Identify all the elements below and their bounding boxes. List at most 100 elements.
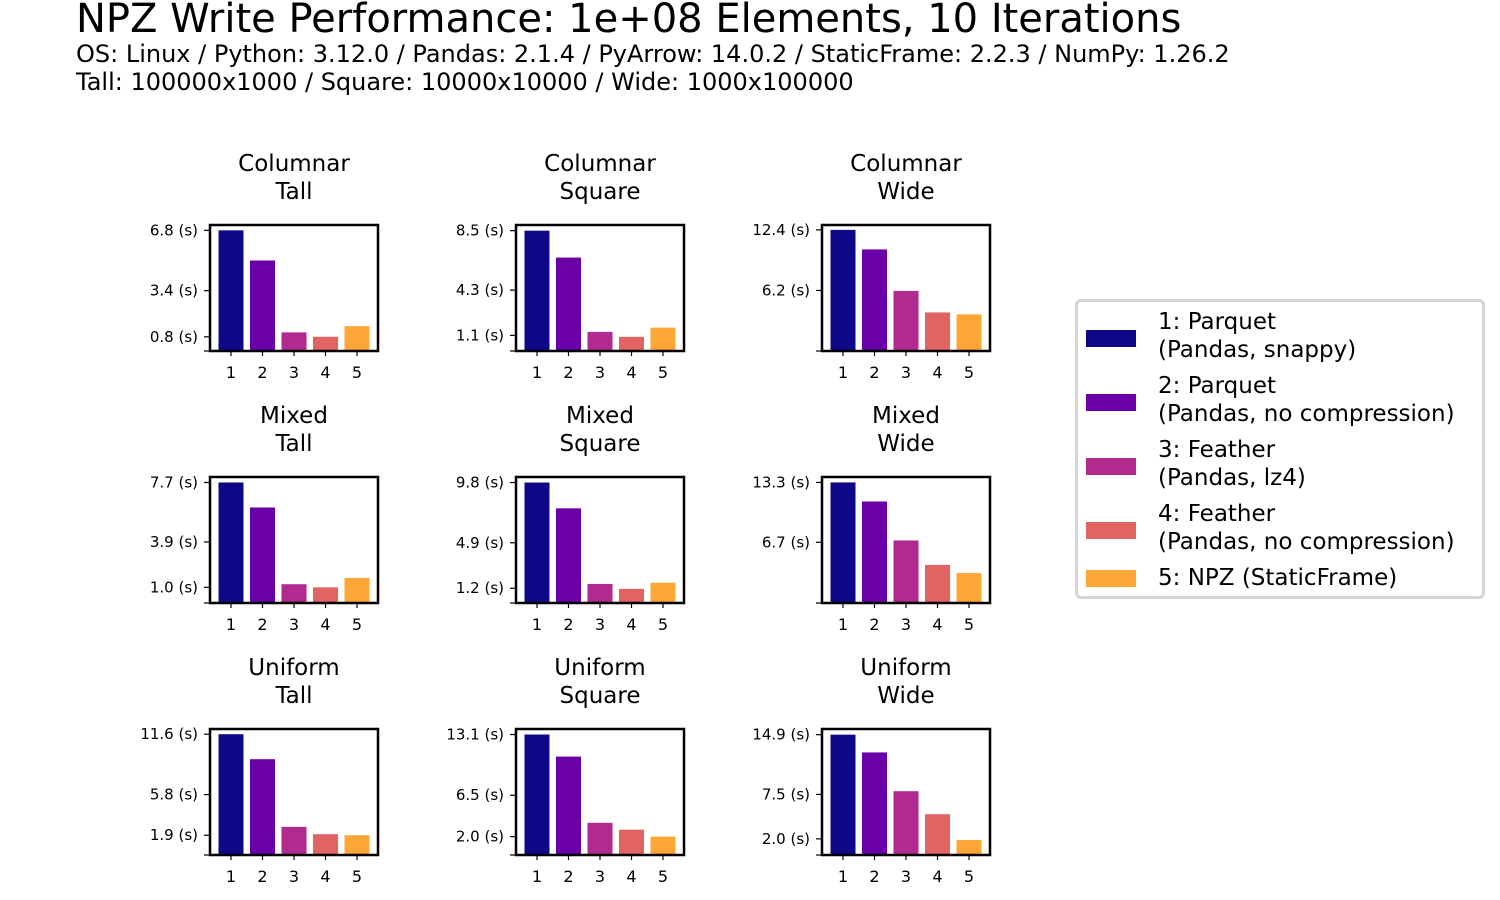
bar-1 [218,482,244,603]
subplot-title-category: Mixed [566,403,634,429]
bar-5 [344,835,370,855]
bar-4 [925,564,950,603]
subplot-title-shape: Tall [274,683,312,709]
x-tick-label: 1 [532,363,542,382]
bar-2 [862,752,887,855]
subplot-title-shape: Square [560,431,641,457]
y-tick-label: 4.9 (s) [456,534,504,552]
x-tick-label: 1 [226,615,236,634]
y-tick-label: 1.9 (s) [150,826,198,844]
subplot-title-category: Mixed [260,403,328,429]
x-tick-label: 4 [320,615,330,634]
bar-4 [313,834,338,855]
x-tick-label: 3 [595,867,605,886]
bar-2 [250,759,275,855]
y-tick-label: 1.1 (s) [456,326,504,344]
bar-4 [313,587,338,603]
x-tick-label: 4 [932,867,942,886]
x-tick-label: 5 [352,363,362,382]
x-tick-label: 3 [595,615,605,634]
y-tick-label: 6.7 (s) [762,533,810,551]
x-tick-label: 5 [964,363,974,382]
legend-swatch-1 [1086,330,1136,347]
plot-frame [514,727,686,857]
subplot-title-shape: Tall [274,431,312,457]
bar-2 [250,507,275,603]
x-tick-label: 4 [320,867,330,886]
y-tick-label: 12.4 (s) [752,221,810,239]
plot-frame [514,223,686,353]
bar-5 [956,314,982,351]
x-tick-label: 2 [563,615,573,634]
figure-subtitle-shapes: Tall: 100000x1000 / Square: 10000x10000 … [76,68,854,96]
y-tick-label: 3.4 (s) [150,282,198,300]
bar-5 [956,573,982,603]
x-tick-label: 4 [626,363,636,382]
y-tick-label: 13.1 (s) [446,726,504,744]
subplot-title-category: Columnar [544,151,656,177]
bar-5 [650,327,676,351]
bar-3 [281,826,307,855]
bar-1 [524,734,550,855]
bar-3 [893,290,919,351]
x-tick-label: 4 [626,867,636,886]
y-tick-label: 5.8 (s) [150,786,198,804]
y-tick-label: 3.9 (s) [150,533,198,551]
legend-swatch-4 [1086,522,1136,539]
bar-1 [218,734,244,855]
x-tick-label: 5 [352,615,362,634]
legend-swatch-3 [1086,458,1136,475]
bar-5 [650,582,676,603]
x-tick-label: 4 [932,363,942,382]
bar-5 [650,836,676,855]
bar-1 [830,229,856,351]
figure-subtitle-versions: OS: Linux / Python: 3.12.0 / Pandas: 2.1… [76,40,1230,68]
x-tick-label: 5 [964,615,974,634]
y-tick-label: 7.5 (s) [762,785,810,803]
x-tick-label: 5 [658,363,668,382]
bar-3 [893,540,919,603]
subplot-title-category: Mixed [872,403,940,429]
subplot-title-category: Columnar [850,151,962,177]
y-tick-label: 8.5 (s) [456,222,504,240]
legend-label-1: 1: Parquet (Pandas, snappy) [1158,309,1357,363]
bar-3 [587,331,613,351]
subplot-title-category: Uniform [554,655,645,681]
x-tick-label: 3 [289,363,299,382]
y-tick-label: 13.3 (s) [752,473,810,491]
bar-1 [830,734,856,855]
bar-4 [925,312,950,351]
y-tick-label: 11.6 (s) [140,725,198,743]
subplot-title-category: Columnar [238,151,350,177]
legend-label-3: 3: Feather (Pandas, lz4) [1158,437,1306,491]
x-tick-label: 3 [901,867,911,886]
y-tick-label: 9.8 (s) [456,474,504,492]
x-tick-label: 2 [257,867,267,886]
x-tick-label: 2 [563,867,573,886]
y-tick-label: 0.8 (s) [150,328,198,346]
x-tick-label: 2 [257,615,267,634]
bar-2 [556,756,581,855]
bar-4 [925,814,950,855]
y-tick-label: 6.2 (s) [762,281,810,299]
x-tick-label: 2 [257,363,267,382]
legend-label-5: 5: NPZ (StaticFrame) [1158,565,1398,591]
bar-3 [587,583,613,603]
x-tick-label: 1 [838,867,848,886]
bar-1 [524,230,550,351]
x-tick-label: 2 [869,363,879,382]
x-tick-label: 5 [658,615,668,634]
bar-5 [956,840,982,855]
legend-label-2: 2: Parquet (Pandas, no compression) [1158,373,1455,427]
bar-4 [313,336,338,351]
subplot-title-shape: Wide [877,683,934,709]
x-tick-label: 2 [869,615,879,634]
subplot-title-shape: Square [560,179,641,205]
legend: 1: Parquet (Pandas, snappy) 2: Parquet (Pa… [1075,299,1485,599]
